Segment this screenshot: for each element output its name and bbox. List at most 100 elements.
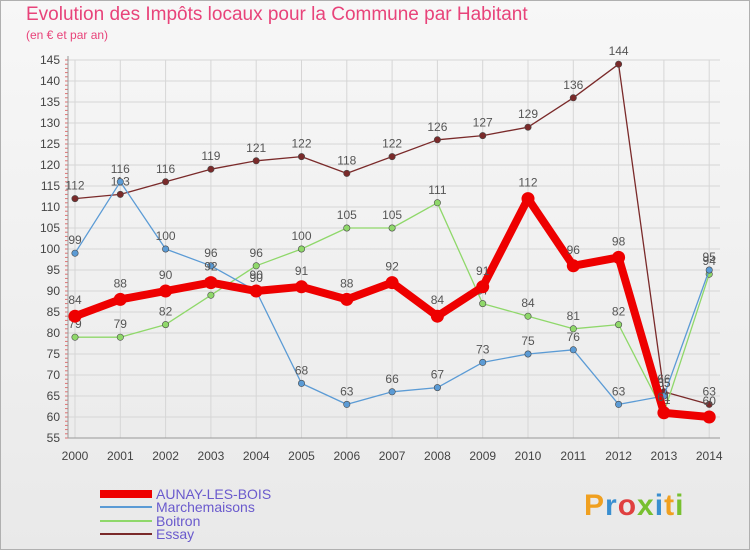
- data-label-aunay-les-bois: 88: [114, 276, 128, 290]
- data-label-essay: 127: [473, 116, 493, 130]
- data-point-boitron: [479, 300, 487, 308]
- y-tick-label: 100: [40, 242, 60, 256]
- data-point-essay: [479, 132, 487, 140]
- y-tick-label: 115: [41, 179, 60, 193]
- data-label-aunay-les-bois: 91: [476, 264, 490, 278]
- data-label-aunay-les-bois: 91: [295, 264, 309, 278]
- data-label-aunay-les-bois: 96: [567, 243, 581, 257]
- x-tick-label: 2005: [288, 449, 315, 463]
- data-label-essay: 66: [657, 372, 671, 386]
- data-point-boitron: [388, 224, 396, 232]
- x-tick-label: 2010: [515, 449, 542, 463]
- data-point-marchemaisons: [71, 249, 79, 257]
- data-label-boitron: 94: [703, 254, 717, 268]
- x-tick-label: 2014: [696, 449, 723, 463]
- data-label-aunay-les-bois: 84: [431, 293, 445, 307]
- data-label-aunay-les-bois: 92: [204, 260, 218, 274]
- data-point-essay: [297, 153, 305, 161]
- y-tick-label: 110: [41, 200, 60, 214]
- data-point-aunay-les-bois: [702, 410, 716, 424]
- data-point-aunay-les-bois: [430, 309, 444, 323]
- y-tick-label: 80: [47, 326, 61, 340]
- data-label-boitron: 81: [567, 309, 581, 323]
- y-tick-label: 120: [40, 158, 60, 172]
- y-tick-label: 85: [47, 305, 61, 319]
- data-label-marchemaisons: 76: [567, 330, 581, 344]
- data-label-aunay-les-bois: 90: [250, 268, 264, 282]
- data-label-marchemaisons: 100: [156, 229, 176, 243]
- data-point-aunay-les-bois: [204, 276, 218, 290]
- y-tick-label: 140: [40, 74, 60, 88]
- data-point-essay: [252, 157, 260, 165]
- data-point-boitron: [162, 321, 170, 329]
- data-point-marchemaisons: [388, 388, 396, 396]
- data-label-boitron: 96: [250, 246, 264, 260]
- x-tick-label: 2003: [198, 449, 225, 463]
- data-point-aunay-les-bois: [612, 250, 626, 264]
- data-point-boitron: [524, 312, 532, 320]
- data-label-aunay-les-bois: 61: [657, 390, 671, 404]
- data-label-marchemaisons: 95: [703, 250, 717, 264]
- data-point-essay: [705, 400, 713, 408]
- y-tick-label: 90: [47, 284, 61, 298]
- proxiti-logo: Proxiti: [584, 489, 685, 522]
- data-point-aunay-les-bois: [159, 284, 173, 298]
- legend-label-essay: Essay: [156, 526, 195, 542]
- chart-title: Evolution des Impôts locaux pour la Comm…: [26, 4, 528, 25]
- x-tick-label: 2000: [62, 449, 89, 463]
- data-point-marchemaisons: [116, 178, 124, 186]
- data-point-aunay-les-bois: [249, 284, 263, 298]
- data-label-essay: 122: [382, 137, 402, 151]
- legend-item-aunay-les-bois: AUNAY-LES-BOIS: [100, 486, 271, 502]
- legend-label-marchemaisons: Marchemaisons: [156, 499, 255, 515]
- data-label-marchemaisons: 73: [476, 342, 490, 356]
- data-point-essay: [343, 169, 351, 177]
- y-tick-label: 65: [47, 389, 61, 403]
- y-tick-label: 145: [40, 53, 60, 67]
- data-label-essay: 144: [609, 44, 629, 58]
- data-label-boitron: 82: [612, 305, 626, 319]
- data-label-boitron: 105: [382, 208, 402, 222]
- x-tick-label: 2001: [107, 449, 134, 463]
- data-label-essay: 126: [427, 120, 447, 134]
- data-point-marchemaisons: [343, 400, 351, 408]
- data-point-essay: [569, 94, 577, 102]
- legend-item-boitron: Boitron: [100, 513, 200, 529]
- data-label-marchemaisons: 90: [250, 271, 264, 285]
- data-point-marchemaisons: [615, 400, 623, 408]
- data-point-aunay-les-bois: [476, 280, 490, 294]
- data-point-essay: [116, 190, 124, 198]
- data-point-boitron: [116, 333, 124, 341]
- data-label-essay: 129: [518, 107, 538, 121]
- data-label-marchemaisons: 66: [385, 372, 399, 386]
- data-label-marchemaisons: 99: [68, 233, 82, 247]
- data-label-boitron: 82: [159, 305, 173, 319]
- data-point-boitron: [207, 291, 215, 299]
- data-label-aunay-les-bois: 98: [612, 234, 626, 248]
- x-tick-label: 2007: [379, 449, 406, 463]
- data-label-boitron: 100: [291, 229, 311, 243]
- data-point-boitron: [343, 224, 351, 232]
- data-label-boitron: 111: [428, 183, 447, 197]
- data-label-marchemaisons: 116: [111, 162, 130, 176]
- data-point-boitron: [71, 333, 79, 341]
- x-tick-label: 2008: [424, 449, 451, 463]
- y-tick-label: 75: [47, 347, 61, 361]
- data-point-essay: [162, 178, 170, 186]
- data-point-marchemaisons: [433, 384, 441, 392]
- legend-swatch-aunay-les-bois: [100, 489, 152, 498]
- x-tick-label: 2004: [243, 449, 270, 463]
- legend-swatch-boitron: [100, 519, 152, 522]
- y-tick-label: 70: [47, 368, 61, 382]
- data-label-boitron: 105: [337, 208, 357, 222]
- data-label-aunay-les-bois: 60: [703, 394, 717, 408]
- data-label-essay: 136: [563, 78, 583, 92]
- data-label-aunay-les-bois: 90: [159, 268, 173, 282]
- data-point-boitron: [569, 325, 577, 333]
- data-label-marchemaisons: 68: [295, 363, 309, 377]
- chart-subtitle: (en € et par an): [26, 28, 109, 42]
- data-point-aunay-les-bois: [385, 276, 399, 290]
- data-point-aunay-les-bois: [521, 192, 535, 206]
- legend-item-essay: Essay: [100, 526, 195, 542]
- x-tick-label: 2009: [469, 449, 496, 463]
